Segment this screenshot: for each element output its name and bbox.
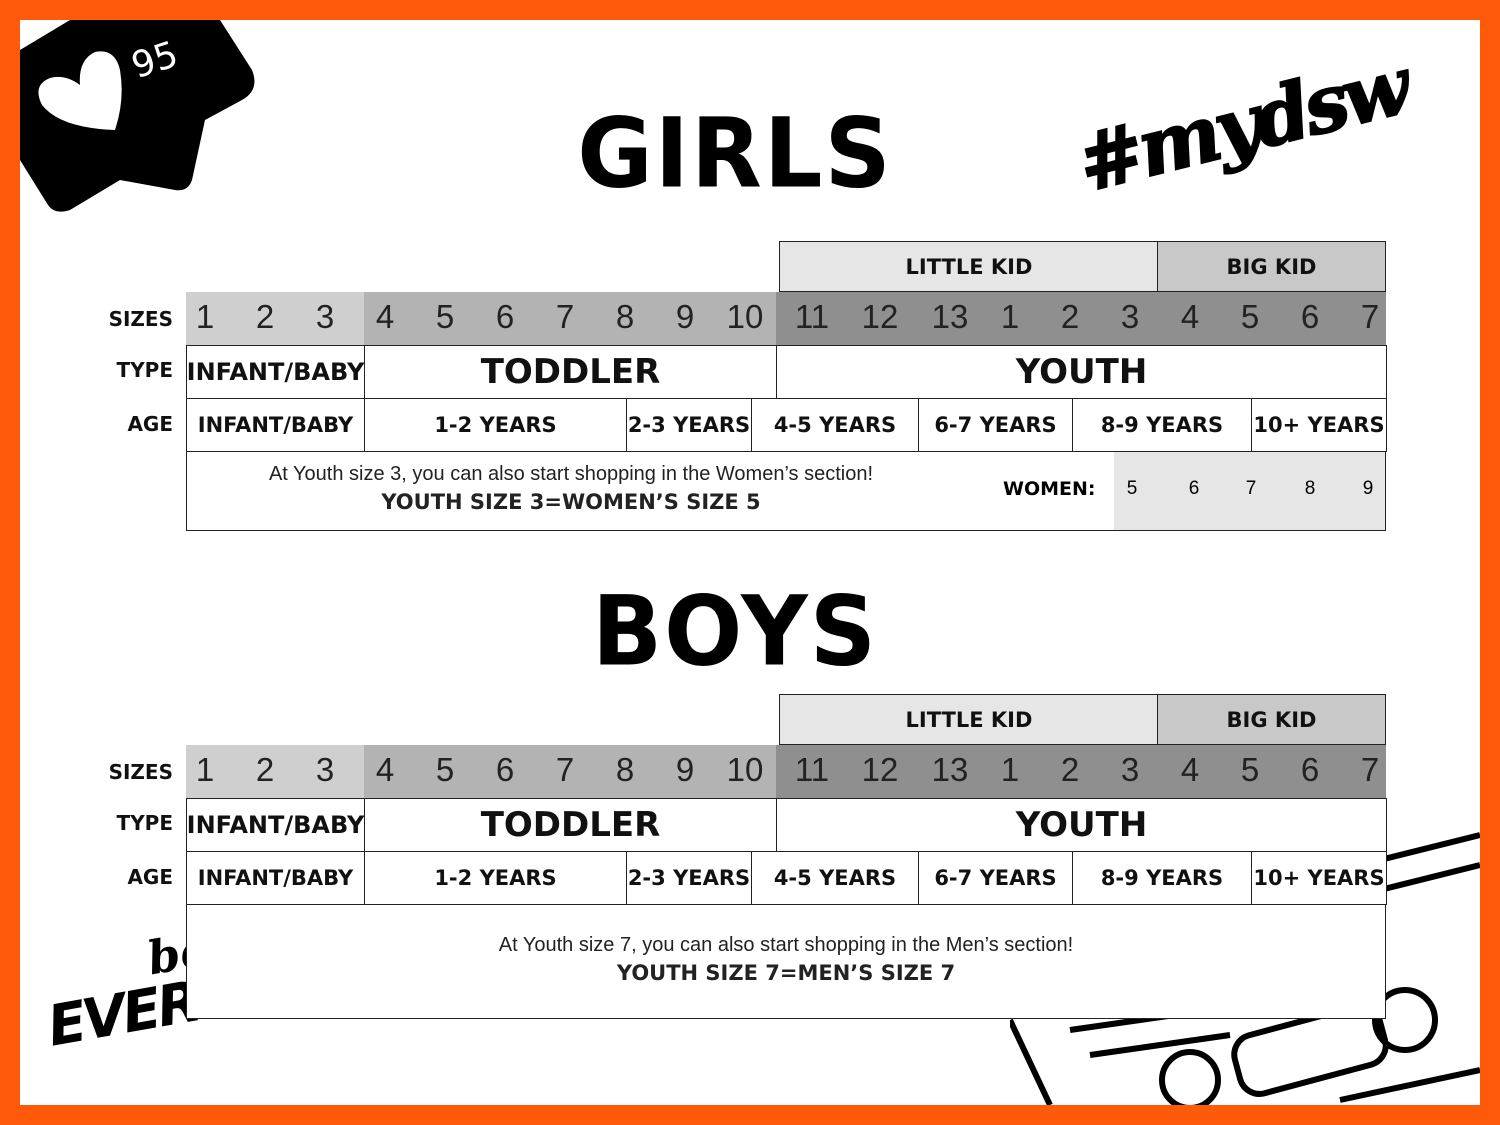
size-value: 10: [726, 751, 764, 788]
size-value: 6: [495, 751, 515, 788]
type-cell: INFANT/BABY: [186, 345, 365, 399]
note-line-2: YOUTH SIZE 3=WOMEN’S SIZE 5: [381, 490, 761, 514]
girls-title: GIRLS: [577, 97, 893, 210]
size-value: 4: [1180, 751, 1200, 788]
size-band-infant: [186, 292, 364, 346]
row-label-type: TYPE: [116, 358, 173, 382]
size-value: 2: [1060, 751, 1080, 788]
size-value: 6: [1300, 298, 1320, 335]
size-value: 5: [435, 751, 455, 788]
age-cell: 8-9 YEARS: [1072, 398, 1252, 452]
size-value: 7: [1360, 298, 1380, 335]
likes-badge: [20, 20, 255, 212]
type-cell: TODDLER: [364, 798, 777, 852]
size-value: 6: [495, 298, 515, 335]
size-band-infant: [186, 745, 364, 799]
size-value: 4: [375, 751, 395, 788]
note-line-2: YOUTH SIZE 7=MEN’S SIZE 7: [616, 961, 956, 985]
women-size-value: 9: [1362, 478, 1374, 499]
age-cell: 6-7 YEARS: [918, 851, 1073, 905]
age-cell: 1-2 YEARS: [364, 851, 627, 905]
size-chart-canvas: 95 #mydsw best of EVERYTHING GIRLSLITTLE…: [20, 20, 1480, 1105]
size-value: 5: [1240, 751, 1260, 788]
size-value: 2: [1060, 298, 1080, 335]
size-value: 10: [726, 298, 764, 335]
size-value: 5: [435, 298, 455, 335]
size-value: 7: [555, 298, 575, 335]
size-value: 4: [1180, 298, 1200, 335]
women-sizes-band: [1114, 452, 1385, 530]
type-cell: YOUTH: [776, 345, 1387, 399]
cassette-tape-illustration: [1010, 832, 1480, 1105]
age-cell: 2-3 YEARS: [626, 398, 752, 452]
women-size-value: 6: [1188, 478, 1200, 499]
size-value: 8: [615, 298, 635, 335]
size-value: 5: [1240, 298, 1260, 335]
boys-title: BOYS: [592, 575, 878, 688]
size-value: 1: [195, 751, 215, 788]
size-value: 11: [794, 751, 830, 788]
women-size-value: 7: [1245, 478, 1257, 499]
note-line-1: At Youth size 3, you can also start shop…: [268, 463, 874, 485]
size-value: 3: [1120, 298, 1140, 335]
women-size-value: 5: [1126, 478, 1138, 499]
age-cell: INFANT/BABY: [186, 851, 365, 905]
little-kid-header: LITTLE KID: [779, 241, 1159, 292]
size-value: 3: [315, 751, 335, 788]
age-cell: 10+ YEARS: [1251, 851, 1387, 905]
size-value: 8: [615, 751, 635, 788]
size-value: 4: [375, 298, 395, 335]
note-box: [186, 904, 1386, 1019]
type-cell: INFANT/BABY: [186, 798, 365, 852]
type-cell: YOUTH: [776, 798, 1387, 852]
row-label-sizes: SIZES: [108, 307, 173, 331]
row-label-sizes: SIZES: [108, 760, 173, 784]
size-value: 1: [1000, 751, 1020, 788]
age-cell: 4-5 YEARS: [751, 398, 919, 452]
size-value: 9: [675, 751, 695, 788]
size-value: 3: [315, 298, 335, 335]
size-value: 7: [555, 751, 575, 788]
size-value: 9: [675, 298, 695, 335]
size-value: 1: [195, 298, 215, 335]
size-value: 6: [1300, 751, 1320, 788]
women-label: WOMEN:: [1003, 478, 1096, 500]
size-value: 12: [861, 751, 899, 788]
hashtag-logo: #mydsw: [1068, 40, 1417, 211]
age-cell: 1-2 YEARS: [364, 398, 627, 452]
size-value: 13: [931, 298, 969, 335]
note-text: At Youth size 7, you can also start shop…: [186, 934, 1386, 985]
size-value: 7: [1360, 751, 1380, 788]
big-kid-header: BIG KID: [1157, 241, 1386, 292]
little-kid-header: LITTLE KID: [779, 694, 1159, 745]
row-label-type: TYPE: [116, 811, 173, 835]
note-line-1: At Youth size 7, you can also start shop…: [498, 934, 1074, 956]
size-value: 13: [931, 751, 969, 788]
size-value: 3: [1120, 751, 1140, 788]
size-value: 11: [794, 298, 830, 335]
type-cell: TODDLER: [364, 345, 777, 399]
size-band-toddler: [364, 745, 776, 799]
row-label-age: AGE: [127, 865, 173, 889]
size-value: 1: [1000, 298, 1020, 335]
age-cell: 6-7 YEARS: [918, 398, 1073, 452]
size-value: 2: [255, 298, 275, 335]
row-label-age: AGE: [127, 412, 173, 436]
size-band-youth: [776, 292, 1386, 346]
age-cell: 10+ YEARS: [1251, 398, 1387, 452]
age-cell: 4-5 YEARS: [751, 851, 919, 905]
age-cell: 8-9 YEARS: [1072, 851, 1252, 905]
age-cell: 2-3 YEARS: [626, 851, 752, 905]
size-value: 2: [255, 751, 275, 788]
big-kid-header: BIG KID: [1157, 694, 1386, 745]
size-band-toddler: [364, 292, 776, 346]
size-band-youth: [776, 745, 1386, 799]
age-cell: INFANT/BABY: [186, 398, 365, 452]
note-text: At Youth size 3, you can also start shop…: [186, 463, 956, 514]
size-value: 12: [861, 298, 899, 335]
heart-icon: [38, 51, 122, 130]
women-size-value: 8: [1304, 478, 1316, 499]
